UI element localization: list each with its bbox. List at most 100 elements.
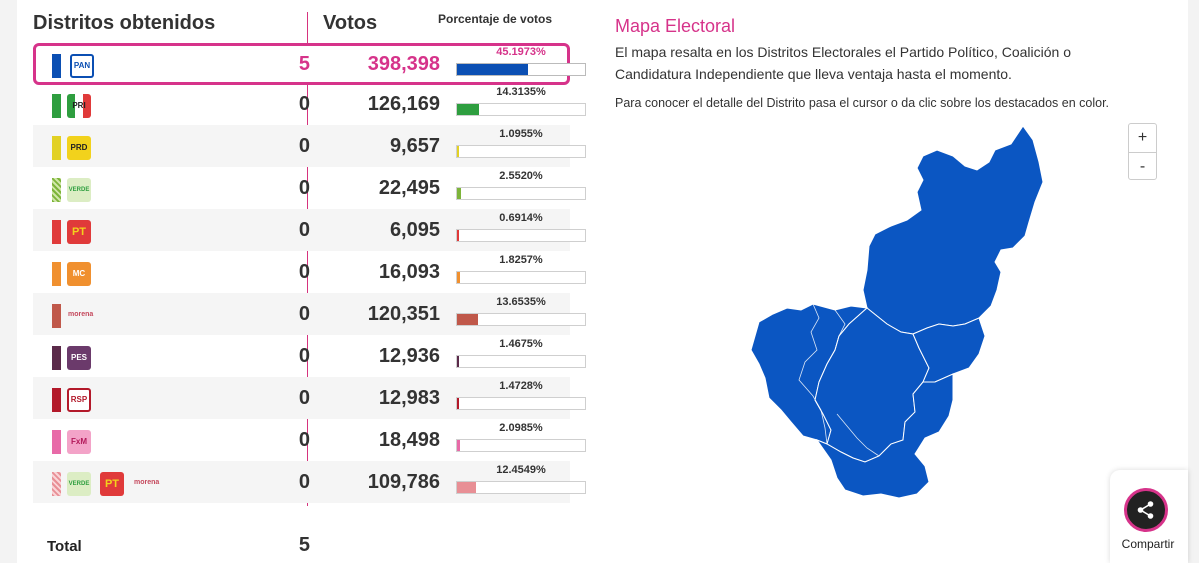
percentage-bar-fill [457,272,460,283]
map-title: Mapa Electoral [615,16,736,36]
party-row-rsp[interactable]: RSP 0 12,983 1.4728% [33,377,586,419]
party-color-stripe [52,472,61,496]
districts-count: 0 [298,219,310,241]
percentage-bar [456,187,586,200]
pt-logo-icon: PT [67,220,91,244]
percentage-bar-fill [457,314,479,325]
districts-count: 0 [298,429,310,451]
rsp-logo-icon: RSP [67,388,91,412]
vote-percentage: 2.0985% [499,422,543,434]
districts-count: 0 [298,471,310,493]
party-row-coalition[interactable]: VERDE PT morena 0 109,786 12.4549% [33,461,586,503]
percentage-bar-fill [457,440,461,451]
map-description: El mapa resalta en los Distritos Elector… [615,44,1071,82]
percentage-bar-fill [457,482,477,493]
votes-count: 120,351 [367,303,440,325]
vote-percentage: 14.3135% [496,86,546,98]
percentage-bar [456,229,586,242]
morena-logo-icon: morena [134,479,160,486]
percentage-bar-fill [457,356,460,367]
vote-percentage: 1.8257% [499,254,543,266]
vote-percentage: 45.1973% [496,46,546,58]
percentage-bar-fill [457,398,460,409]
votes-count: 12,936 [378,345,440,367]
results-card: Distritos obtenidos Votos Porcentaje de … [17,0,1188,563]
districts-count: 0 [298,303,310,325]
party-color-stripe [52,346,61,370]
votes-count: 22,495 [378,177,440,199]
districts-count: 0 [298,135,310,157]
percentage-bar [456,481,586,494]
party-row-mc[interactable]: MC 0 16,093 1.8257% [33,251,586,293]
districts-count: 0 [298,93,310,115]
party-row-verde[interactable]: VERDE 0 22,495 2.5520% [33,167,586,209]
votes-header: Votos [323,12,378,34]
share-label: Compartir [1121,537,1175,551]
pan-logo-icon: PAN [70,54,94,78]
party-color-stripe [52,388,61,412]
votes-count: 126,169 [367,93,440,115]
percentage-bar [456,397,586,410]
party-row-morena[interactable]: morena 0 120,351 13.6535% [33,293,586,335]
party-row-pri[interactable]: PRI 0 126,169 14.3135% [33,83,586,125]
party-color-stripe [52,178,61,202]
zoom-out-button[interactable]: - [1139,158,1146,175]
percentage-bar [456,355,586,368]
morena-logo-icon: morena [68,311,94,318]
party-row-prd[interactable]: PRD 0 9,657 1.0955% [33,125,586,167]
share-button[interactable] [1124,488,1168,532]
vote-percentage: 13.6535% [496,296,546,308]
percentage-bar [456,439,586,452]
party-color-stripe [52,430,61,454]
districts-count: 0 [298,387,310,409]
pes-logo-icon: PES [67,346,91,370]
vote-percentage: 1.4675% [499,338,543,350]
verde-logo-icon: VERDE [67,178,91,202]
vote-percentage: 1.4728% [499,380,543,392]
vote-percentage: 1.0955% [499,128,543,140]
map-hint: Para conocer el detalle del Distrito pas… [615,96,1110,110]
percent-header: Porcentaje de votos [438,12,553,26]
prd-logo-icon: PRD [67,136,91,160]
party-color-stripe [52,136,61,160]
district-borders [798,303,880,457]
share-widget: Compartir [1110,470,1188,563]
district-south[interactable] [815,373,954,499]
party-color-stripe [52,220,61,244]
districts-count: 5 [298,53,310,75]
votes-count: 18,498 [378,429,440,451]
party-row-fxm[interactable]: FxM 0 18,498 2.0985% [33,419,586,461]
percentage-bar-fill [457,188,461,199]
percentage-bar [456,271,586,284]
zoom-control: + - [1128,123,1157,180]
mc-logo-icon: MC [67,262,91,286]
percentage-bar-fill [457,146,459,157]
total-label: Total [47,538,82,555]
pri-logo-icon: PRI [67,94,91,118]
votes-count: 12,983 [378,387,440,409]
verde-logo-icon: VERDE [67,472,91,496]
votes-count: 398,398 [367,53,440,75]
percentage-bar [456,313,586,326]
zoom-in-button[interactable]: + [1129,124,1156,153]
percentage-bar [456,145,586,158]
electoral-map[interactable] [717,110,1057,505]
votes-count: 16,093 [378,261,440,283]
votes-count: 6,095 [389,219,440,241]
districts-count: 0 [298,345,310,367]
percentage-bar-fill [457,230,459,241]
districts-count: 0 [298,177,310,199]
votes-count: 9,657 [389,135,440,157]
vote-percentage: 2.5520% [499,170,543,182]
pt-logo-icon: PT [100,472,124,496]
votes-count: 109,786 [367,471,440,493]
party-row-pes[interactable]: PES 0 12,936 1.4675% [33,335,586,377]
percentage-bar [456,103,586,116]
districts-header: Distritos obtenidos [33,12,216,34]
district-north[interactable] [862,125,1044,335]
share-icon [1137,501,1154,519]
party-row-pt[interactable]: PT 0 6,095 0.6914% [33,209,586,251]
party-color-stripe [52,54,61,78]
fxm-logo-icon: FxM [67,430,91,454]
party-row-pan[interactable]: PAN 5 398,398 45.1973% [33,43,586,85]
